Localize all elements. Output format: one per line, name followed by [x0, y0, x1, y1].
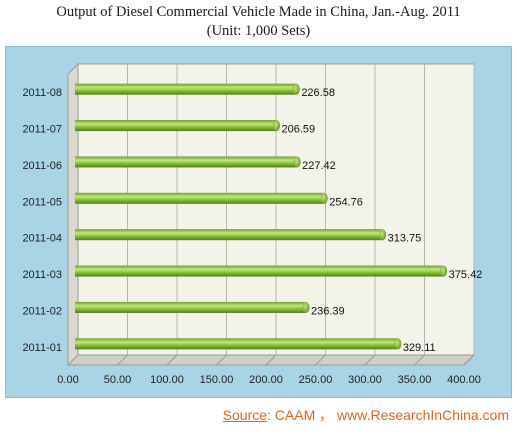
- x-tick-label: 150.00: [200, 374, 234, 386]
- gridline-floor: [414, 354, 425, 366]
- bar-cap: [293, 156, 301, 168]
- bar: [75, 83, 297, 95]
- bar-cap: [440, 265, 448, 277]
- bar: [75, 120, 277, 132]
- x-tick-label: 250.00: [299, 374, 333, 386]
- y-tick-label: 2011-02: [22, 305, 62, 317]
- source-label: Source: [222, 407, 268, 423]
- bar-cap: [320, 192, 328, 204]
- data-label: 254.76: [329, 196, 363, 208]
- gridline-floor: [315, 354, 326, 366]
- bar-cap: [292, 83, 300, 95]
- bar-cap: [273, 120, 281, 132]
- chart-subtitle: (Unit: 1,000 Sets): [206, 23, 311, 39]
- x-tick-label: 200.00: [249, 374, 283, 386]
- bar: [75, 338, 398, 350]
- y-tick-label: 2011-05: [22, 196, 62, 208]
- data-label: 236.39: [311, 305, 345, 317]
- data-label: 313.75: [388, 233, 422, 245]
- chart-title: Output of Diesel Commercial Vehicle Made…: [56, 4, 461, 20]
- y-tick-label: 2011-03: [22, 269, 62, 281]
- gridline-floor: [166, 354, 178, 366]
- gridline-floor: [364, 354, 376, 366]
- plot-side-wall: [67, 62, 79, 367]
- data-label: 226.58: [301, 87, 335, 99]
- gridline-floor: [117, 354, 128, 366]
- bar: [75, 265, 444, 277]
- bar-cap: [302, 301, 310, 313]
- data-label: 227.42: [302, 160, 336, 172]
- gridline-floor: [463, 354, 475, 366]
- x-tick-label: 100.00: [150, 374, 184, 386]
- bar: [75, 192, 325, 204]
- data-label: 375.42: [449, 269, 483, 281]
- chart-panel: 0.00 50.00 100.00 150.00 200.00 250.00 300.00 3…: [5, 46, 512, 398]
- y-tick-label: 2011-01: [22, 342, 62, 354]
- bar-chart: 0.00 50.00 100.00 150.00 200.00 250.00 300.00 3…: [22, 62, 483, 386]
- source-note: Source: CAAM ， www.ResearchInChina.com: [223, 405, 509, 425]
- x-tick-label: 50.00: [104, 374, 132, 386]
- y-tick-label: 2011-08: [22, 87, 62, 99]
- bar-cap: [394, 338, 402, 350]
- y-tick-label: 2011-04: [22, 233, 62, 245]
- x-tick-label: 300.00: [348, 374, 382, 386]
- bar: [75, 156, 298, 168]
- y-tick-label: 2011-07: [22, 124, 62, 136]
- data-label: 329.11: [403, 342, 436, 354]
- x-tick-label: 0.00: [57, 374, 78, 386]
- y-tick-label: 2011-06: [22, 160, 62, 172]
- source-text: : CAAM ， www.ResearchInChina.com: [267, 407, 509, 423]
- gridline-floor: [265, 354, 277, 366]
- bar: [75, 229, 383, 241]
- data-label: 206.59: [282, 124, 316, 136]
- bar-cap: [379, 229, 387, 241]
- gridline-floor: [216, 354, 227, 366]
- bar: [75, 301, 307, 313]
- x-tick-label: 350.00: [398, 374, 432, 386]
- x-tick-label: 400.00: [447, 374, 481, 386]
